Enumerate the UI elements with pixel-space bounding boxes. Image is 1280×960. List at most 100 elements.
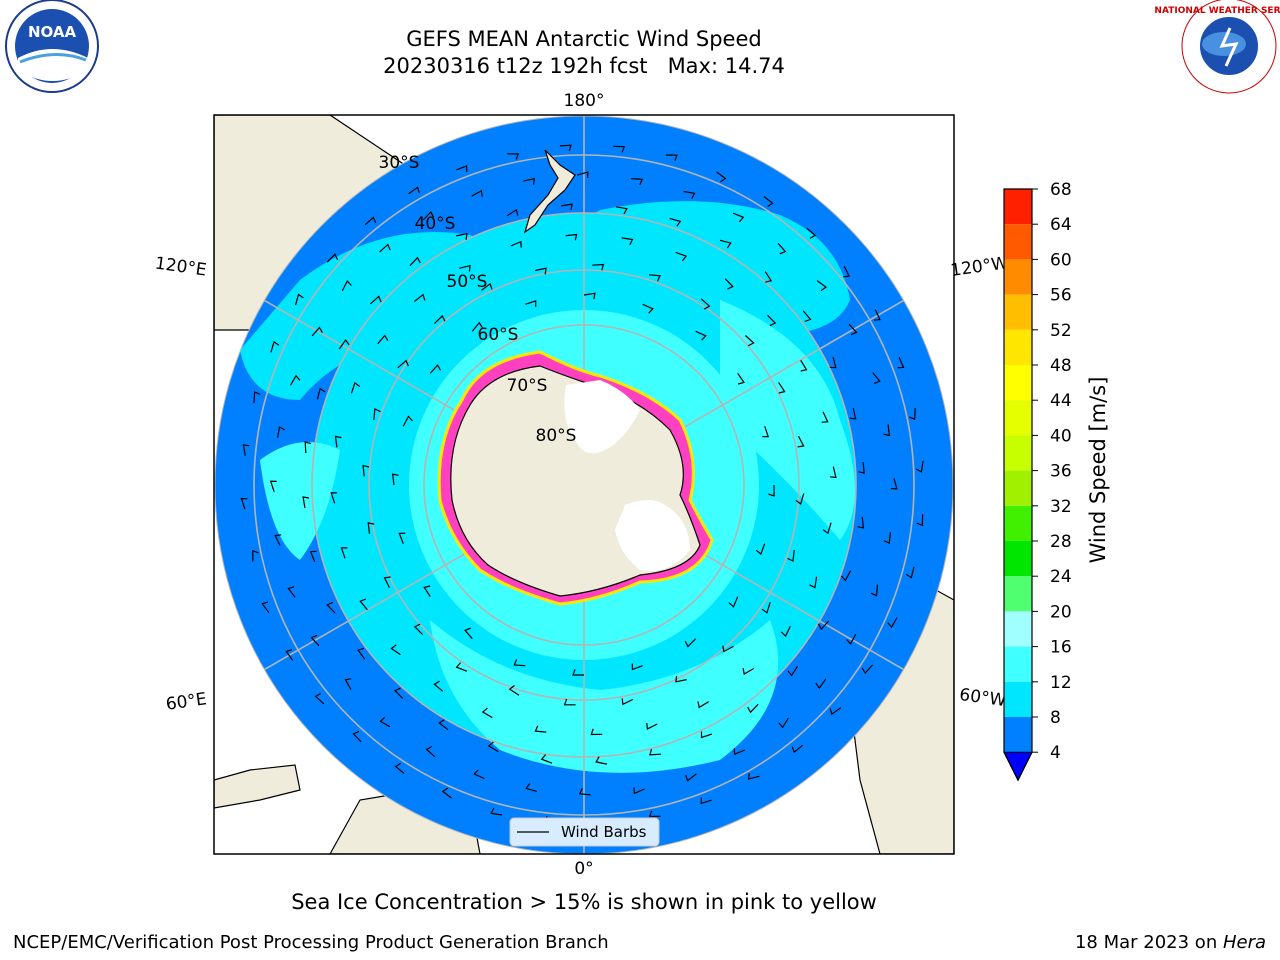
- wind-barb: [742, 667, 755, 675]
- svg-text:NATIONAL WEATHER SERVICE: NATIONAL WEATHER SERVICE: [1154, 6, 1280, 16]
- wind-barb: [722, 645, 734, 653]
- legend-label: Wind Barbs: [561, 823, 647, 841]
- colorbar-segment: [1004, 576, 1032, 612]
- wind-barb: [367, 522, 375, 534]
- wind-barb: [846, 633, 857, 645]
- wind-barb: [525, 783, 537, 792]
- wind-barb: [534, 725, 547, 733]
- wind-barb: [289, 374, 301, 386]
- wind-barb: [683, 190, 696, 199]
- colorbar-tick-label: 48: [1050, 356, 1072, 376]
- wind-barb: [675, 251, 688, 262]
- wind-barb: [829, 466, 837, 479]
- wind-barb: [763, 196, 774, 208]
- wind-barb: [370, 295, 382, 305]
- wind-barb: [311, 326, 323, 337]
- wind-barb: [685, 773, 697, 782]
- wind-barb: [309, 550, 317, 563]
- wind-barb: [700, 797, 712, 805]
- wind-barb: [310, 634, 320, 647]
- wind-barb: [732, 212, 745, 223]
- colorbar-tick-label: 60: [1050, 250, 1072, 270]
- wind-barb: [456, 165, 468, 173]
- wind-barb: [728, 596, 739, 608]
- wind-barb: [413, 293, 426, 302]
- wind-barb: [330, 492, 338, 504]
- wind-barb: [425, 745, 436, 758]
- wind-barb: [848, 323, 858, 336]
- wind-barb: [481, 282, 493, 291]
- wind-barb: [390, 644, 401, 656]
- wind-barb: [684, 638, 697, 648]
- wind-barb: [633, 787, 645, 795]
- wind-barb: [583, 292, 596, 300]
- wind-barb: [817, 620, 830, 631]
- wind-barb: [646, 722, 658, 730]
- wind-barb: [408, 186, 420, 195]
- lon-label-0: 0°: [574, 859, 593, 879]
- wind-barbs: [240, 144, 924, 826]
- land-new-zealand: [523, 149, 576, 234]
- wind-barb: [631, 178, 644, 186]
- wind-barb: [795, 493, 805, 505]
- wind-barb: [350, 381, 361, 394]
- wind-barb: [563, 698, 576, 706]
- wind-barb: [802, 310, 812, 323]
- wind-barb: [441, 787, 452, 799]
- wind-barb: [890, 478, 898, 490]
- wind-barb: [473, 769, 485, 780]
- ronne-ice-shelf: [615, 500, 690, 571]
- wind-barb: [915, 460, 924, 473]
- wind-barb: [464, 627, 473, 640]
- wind-barb: [285, 649, 294, 661]
- wind-barb: [394, 687, 404, 699]
- wind-barb: [648, 274, 661, 282]
- colorbar-tick-label: 8: [1050, 708, 1061, 728]
- colorbar-segment: [1004, 259, 1032, 295]
- wind-barb: [780, 625, 791, 638]
- wind-barb: [459, 264, 471, 272]
- colorbar-tick-label: 20: [1050, 602, 1072, 622]
- colorbar-segment: [1004, 681, 1032, 717]
- colorbar-title: Wind Speed [m/s]: [1086, 377, 1110, 564]
- colorbar-segment: [1004, 717, 1032, 753]
- wind-barb: [357, 647, 366, 660]
- wind-barb: [577, 171, 589, 179]
- colorbar-segment: [1004, 646, 1032, 682]
- wind-barb: [294, 293, 304, 306]
- colorbar-extend: [1003, 751, 1033, 782]
- wind-barb: [695, 330, 707, 341]
- wind-barb: [700, 298, 711, 310]
- wind-barb: [274, 534, 282, 546]
- wind-barb: [523, 177, 535, 185]
- wind-barb: [252, 549, 259, 562]
- wind-barb: [434, 314, 446, 325]
- wind-barb: [800, 359, 808, 372]
- colorbar-segment: [1004, 189, 1032, 225]
- wind-barb: [578, 788, 591, 796]
- wind-barb: [373, 408, 381, 421]
- wind-barb: [377, 334, 389, 345]
- wind-barb: [870, 584, 879, 597]
- wind-barb: [719, 239, 732, 249]
- wind-barb: [481, 707, 493, 719]
- wind-barb: [314, 692, 325, 705]
- wind-barb: [341, 280, 352, 292]
- wind-barb: [737, 372, 745, 385]
- lon-label-120e: 120°E: [154, 254, 208, 281]
- lat-label-40s: 40°S: [415, 214, 456, 234]
- colorbar-tick-label: 32: [1050, 497, 1072, 517]
- wind-barb: [883, 424, 891, 437]
- map-area: [214, 115, 954, 854]
- colorbar-segment: [1004, 611, 1032, 647]
- wind-barb: [334, 435, 342, 448]
- wind-barb: [748, 772, 760, 780]
- wind-barb: [362, 464, 370, 477]
- wind-barb: [471, 189, 483, 197]
- wind-barb: [510, 240, 522, 248]
- wind-barb: [767, 314, 777, 327]
- wind-barb: [778, 382, 786, 394]
- colorbar-tick-label: 24: [1050, 567, 1072, 587]
- colorbar-tick-label: 52: [1050, 321, 1072, 341]
